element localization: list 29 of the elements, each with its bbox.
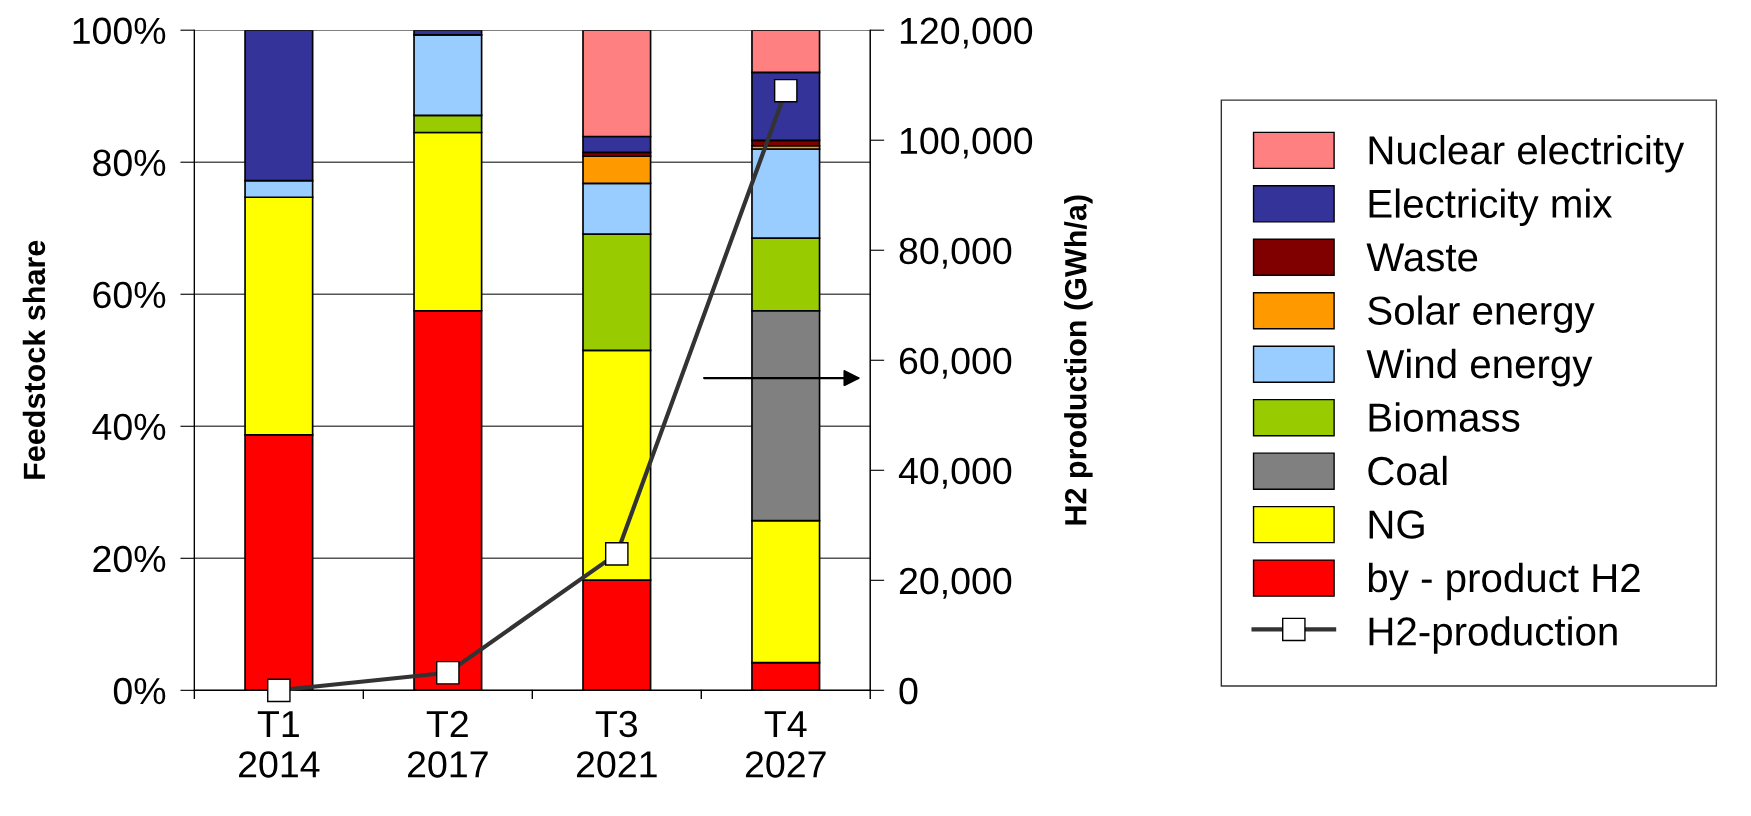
y2-tick-label: 20,000 xyxy=(899,567,1012,599)
legend-label: Waste xyxy=(1366,243,1478,272)
y2-tick-label: 120,000 xyxy=(900,17,1033,49)
x-tick-label: T3 2021 xyxy=(576,710,657,778)
y2-tick-label: 40,000 xyxy=(898,457,1012,489)
y2-axis-title: H2 production (GWh/a) xyxy=(1064,195,1093,525)
legend-label: Wind energy xyxy=(1366,348,1593,387)
y2-tick-label: 100,000 xyxy=(900,127,1033,159)
y-tick-label: 60% xyxy=(93,281,166,309)
legend-label: NG xyxy=(1369,510,1424,539)
y-tick-label: 100% xyxy=(73,17,166,45)
y-tick-label: 20% xyxy=(93,545,166,573)
legend-label: H2-production xyxy=(1369,616,1617,654)
y2-tick-label: 80,000 xyxy=(899,237,1012,269)
legend-label: Biomass xyxy=(1369,402,1520,432)
y-tick-label: 40% xyxy=(92,413,166,441)
legend-label: Coal xyxy=(1368,455,1447,486)
y-axis-title: Feedstock share xyxy=(22,240,46,479)
y-tick-label: 0% xyxy=(113,677,166,705)
y2-tick-label: 60,000 xyxy=(899,347,1012,379)
y2-tick-label: 0 xyxy=(899,677,918,705)
legend-label: Solar energy xyxy=(1368,295,1595,333)
y-tick-label: 80% xyxy=(93,149,166,177)
legend-label: Electricity mix xyxy=(1369,188,1613,226)
x-tick-label: T4 2027 xyxy=(745,711,826,778)
x-tick-label: T2 2017 xyxy=(408,710,488,778)
legend-label: by - product H2 xyxy=(1368,562,1640,601)
x-tick-label: T1 2014 xyxy=(239,711,320,778)
legend-label: Nuclear electricity xyxy=(1369,134,1685,173)
